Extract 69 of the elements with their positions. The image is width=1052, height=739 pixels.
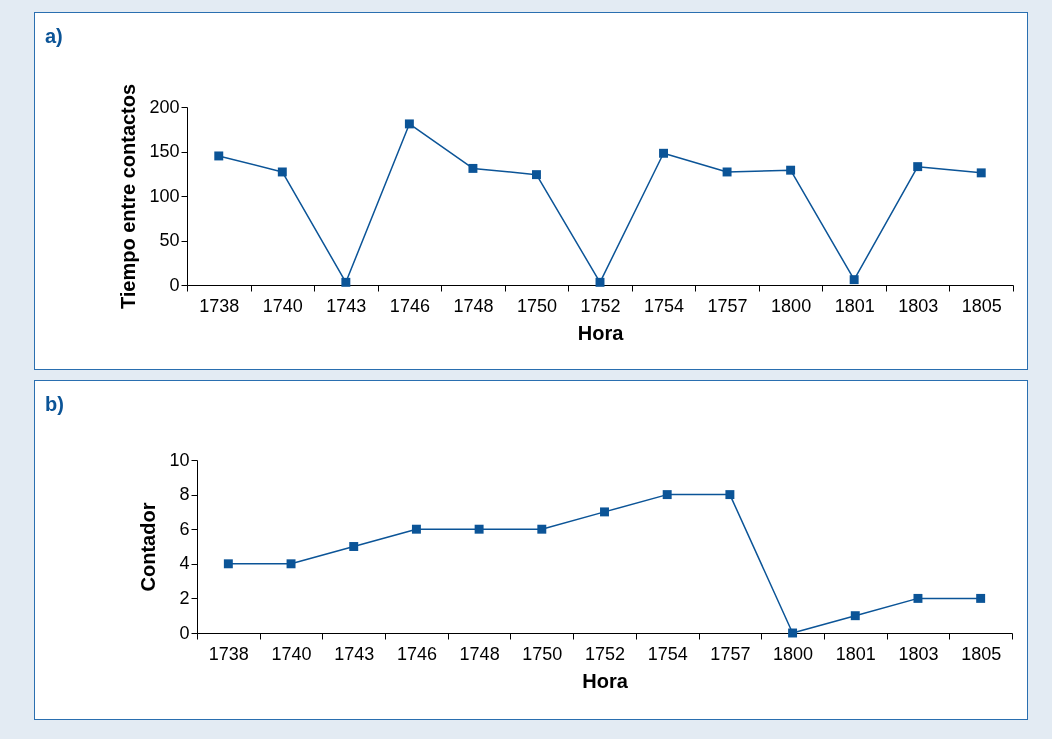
x-tick-label: 1754: [647, 643, 688, 664]
x-tick-label: 1750: [522, 643, 563, 664]
point: [531, 170, 541, 180]
x-tick-label: 1748: [459, 643, 500, 664]
x-tick-label: 1805: [961, 295, 1002, 316]
point: [341, 277, 351, 287]
x-axis-title: Hora: [577, 321, 625, 344]
x-tick-label: 1740: [262, 295, 303, 316]
x-tick-label: 1800: [773, 643, 814, 664]
x-tick-label: 1754: [644, 295, 685, 316]
point: [913, 593, 923, 603]
x-tick-label: 1757: [710, 643, 751, 664]
point: [976, 593, 986, 603]
x-tick-label: 1801: [834, 295, 875, 316]
point: [537, 524, 547, 534]
y-tick-label: 8: [179, 484, 190, 505]
point: [277, 167, 287, 177]
point: [786, 165, 796, 175]
x-tick-label: 1800: [771, 295, 812, 316]
point: [722, 167, 732, 177]
point: [725, 490, 735, 500]
x-tick-label: 1738: [208, 643, 249, 664]
x-tick-label: 1743: [334, 643, 375, 664]
x-tick-label: 1752: [580, 295, 621, 316]
point: [600, 507, 609, 517]
x-axis-title: Hora: [582, 669, 629, 692]
point: [474, 524, 484, 534]
point: [788, 628, 798, 638]
point: [662, 490, 672, 500]
x-tick-label: 1803: [898, 295, 939, 316]
y-tick-label: 50: [159, 230, 180, 250]
point: [849, 275, 859, 285]
x-tick-label: 1801: [835, 643, 876, 664]
point: [411, 524, 421, 534]
y-tick-label: 6: [179, 518, 190, 539]
x-tick-label: 1757: [707, 295, 748, 316]
y-tick-label: 0: [179, 622, 190, 643]
x-tick-label: 1748: [453, 295, 494, 316]
point: [976, 168, 986, 178]
y-tick-label: 200: [149, 96, 180, 117]
x-tick-label: 1743: [326, 295, 367, 316]
point: [913, 162, 923, 172]
x-tick-label: 1746: [389, 295, 430, 316]
x-tick-label: 1805: [961, 643, 1002, 664]
y-tick-label: 100: [149, 185, 180, 206]
point: [468, 163, 478, 173]
y-axis-title: Tiempo entre contactos: [117, 83, 140, 310]
y-tick-label: 4: [179, 553, 190, 574]
y-tick-label: 2: [179, 587, 190, 608]
point: [850, 611, 860, 621]
x-tick-label: 1750: [516, 295, 557, 316]
y-tick-label: 0: [169, 274, 180, 295]
point: [659, 148, 669, 158]
y-tick-label: 150: [149, 141, 180, 161]
x-tick-label: 1746: [396, 643, 437, 664]
point: [349, 542, 359, 551]
x-tick-label: 1803: [898, 643, 939, 664]
point: [223, 559, 233, 569]
point: [404, 119, 414, 129]
y-axis-title: Contador: [137, 502, 160, 592]
chart-title: a): [45, 25, 63, 48]
y-tick-label: 10: [169, 449, 190, 470]
x-tick-label: 1738: [199, 295, 240, 316]
point: [286, 559, 296, 569]
point: [595, 277, 605, 287]
chart-title: b): [45, 393, 64, 415]
x-tick-label: 1752: [584, 643, 626, 664]
x-tick-label: 1740: [271, 643, 312, 664]
point: [214, 151, 224, 161]
